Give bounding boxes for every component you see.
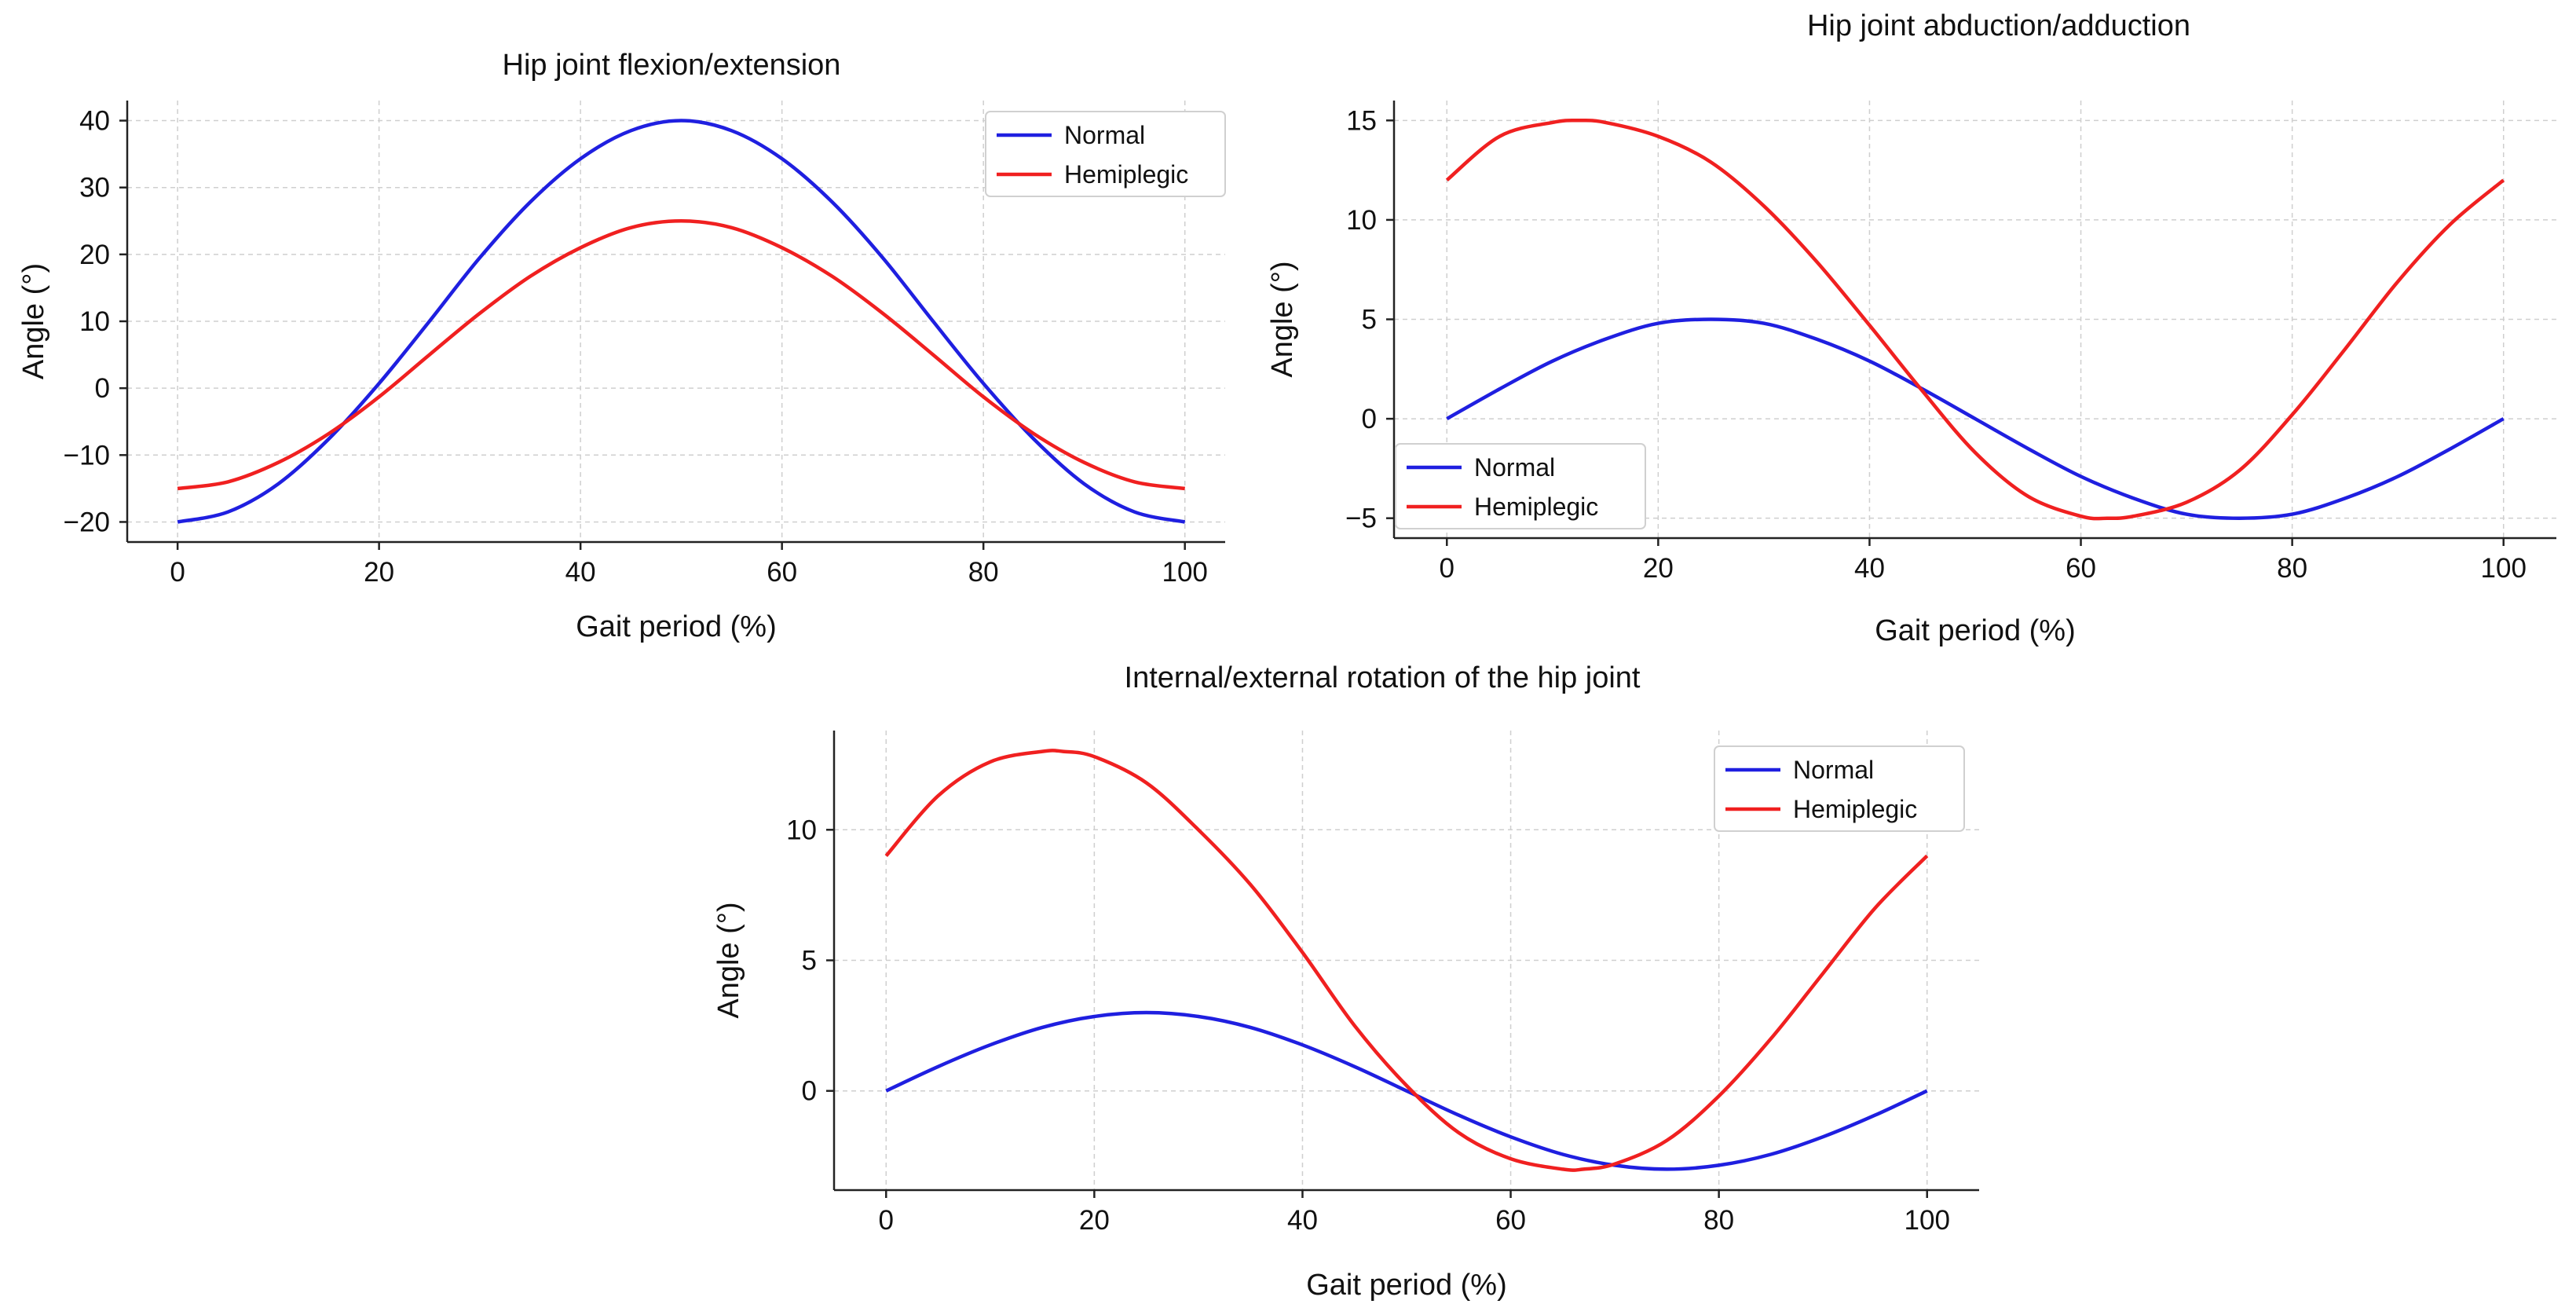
chart-3: 0 20 40 60 80 100 0 5 10 Internal/external rotati…: [712, 661, 1979, 1302]
x-tick-label: 0: [879, 1205, 894, 1236]
y-tick-label: 15: [1346, 105, 1377, 136]
x-tick-label: 0: [170, 557, 185, 588]
series-line-hemiplegic: [884, 749, 1929, 1172]
legend-label-normal: Normal: [1064, 121, 1145, 149]
y-tick-label: 30: [79, 173, 110, 203]
y-tick-label: −5: [1345, 504, 1377, 534]
legend: Normal Hemiplegic: [1395, 443, 1646, 529]
x-tick-label: 20: [364, 557, 394, 588]
x-tick-label: 80: [968, 557, 999, 588]
chart-title: Internal/external rotation of the hip jo…: [1125, 661, 1641, 694]
series-line-hemiplegic: [177, 219, 1185, 491]
legend-label-hemiplegic: Hemiplegic: [1064, 160, 1188, 189]
x-tick-label: 100: [1905, 1205, 1950, 1236]
y-tick-label: −10: [64, 440, 110, 471]
y-tick-label: 10: [79, 306, 110, 337]
x-tick-label: 20: [1079, 1205, 1110, 1236]
x-tick-label: 60: [2066, 553, 2096, 584]
x-tick-label: 20: [1643, 553, 1674, 584]
y-axis-label: Angle (°): [1266, 261, 1299, 377]
x-tick-label: 40: [1287, 1205, 1318, 1236]
chart-title: Hip joint abduction/adduction: [1807, 9, 2190, 42]
legend-label-normal: Normal: [1474, 453, 1555, 482]
x-tick-label: 0: [1440, 553, 1454, 584]
y-tick-label: 20: [79, 240, 110, 270]
x-tick-label: 100: [2481, 553, 2527, 584]
x-tick-label: 80: [1703, 1205, 1734, 1236]
y-tick-label: 0: [802, 1076, 817, 1107]
y-tick-label: −20: [64, 507, 110, 537]
x-axis-label: Gait period (%): [576, 610, 777, 643]
chart-title: Hip joint flexion/extension: [503, 49, 841, 82]
y-tick-label: 10: [786, 815, 817, 845]
x-tick-label: 80: [2277, 553, 2307, 584]
y-tick-label: 5: [802, 946, 817, 976]
x-axis-label: Gait period (%): [1306, 1269, 1507, 1302]
y-axis-label: Angle (°): [712, 902, 745, 1018]
series-line-normal: [1446, 317, 2505, 520]
series-line-normal: [885, 1010, 1928, 1171]
legend-label-normal: Normal: [1793, 756, 1874, 784]
legend-label-hemiplegic: Hemiplegic: [1793, 795, 1917, 823]
series-line-normal: [177, 119, 1186, 524]
x-tick-label: 40: [565, 557, 596, 588]
y-axis-label: Angle (°): [17, 263, 50, 379]
y-tick-label: 5: [1362, 305, 1377, 335]
legend: Normal Hemiplegic: [985, 111, 1226, 197]
legend-label-hemiplegic: Hemiplegic: [1474, 493, 1598, 521]
legend: Normal Hemiplegic: [1714, 745, 1965, 832]
y-tick-label: 0: [1362, 404, 1377, 434]
series-line-hemiplegic: [1445, 118, 2505, 521]
y-tick-label: 40: [79, 106, 110, 137]
x-tick-label: 60: [1495, 1205, 1526, 1236]
y-tick-label: 0: [95, 373, 110, 404]
x-tick-label: 100: [1162, 557, 1207, 588]
chart-1: 0 20 40 60 80 100 −20 −10 0 10 20 30 40 Hip joint fle…: [17, 49, 1226, 643]
y-tick-label: 10: [1346, 205, 1377, 236]
chart-2: 0 20 40 60 80 100 −5 0 5 10 15 Hip joint abduction/…: [1266, 9, 2556, 647]
x-tick-label: 40: [1854, 553, 1885, 584]
x-axis-label: Gait period (%): [1875, 614, 2076, 647]
x-tick-label: 60: [767, 557, 797, 588]
